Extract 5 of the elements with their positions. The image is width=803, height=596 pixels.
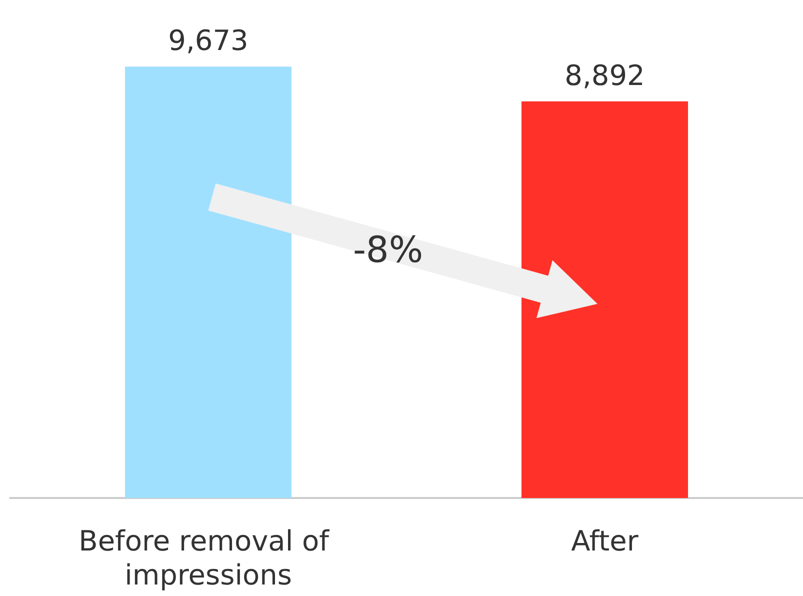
x-tick-label: Before removal of impressions — [78, 524, 338, 592]
data-label: 9,673 — [168, 24, 248, 58]
x-tick-label: After — [571, 524, 639, 558]
data-label: 8,892 — [564, 58, 645, 92]
annotation: -8% — [352, 230, 424, 271]
